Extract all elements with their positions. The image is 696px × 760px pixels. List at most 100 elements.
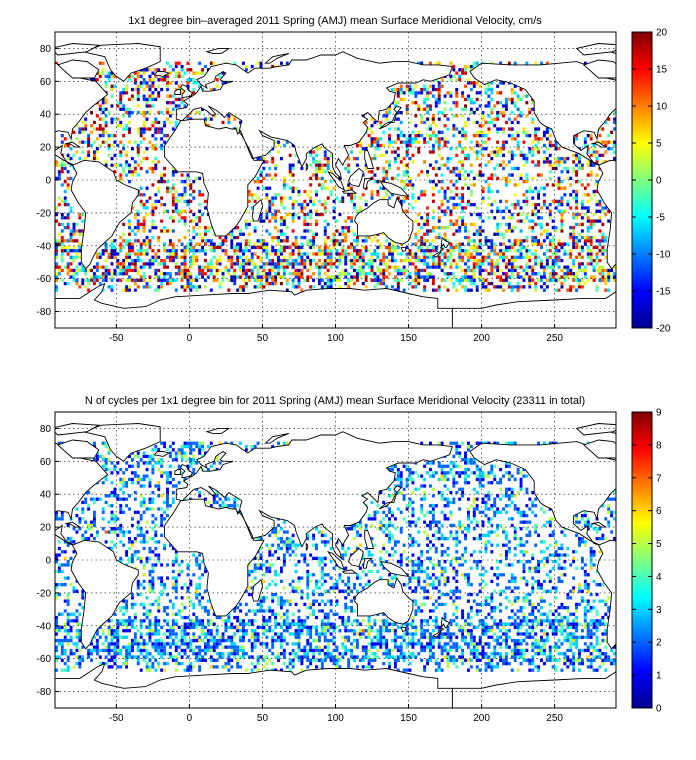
ireland-land (174, 89, 182, 95)
data-cell (411, 652, 415, 656)
data-cell (502, 278, 505, 282)
data-cell (414, 242, 418, 246)
data-cell (332, 278, 336, 282)
data-cell (534, 252, 538, 256)
data-cell (437, 91, 441, 95)
data-cell (315, 252, 318, 256)
data-cell (282, 265, 286, 269)
data-cell (221, 275, 225, 279)
data-cell (148, 668, 152, 672)
data-cell (233, 272, 237, 276)
data-cell (145, 262, 149, 266)
data-cell (393, 104, 397, 108)
data-cell (595, 252, 599, 256)
data-cell (66, 226, 70, 230)
data-cell (84, 278, 88, 282)
data-cell (405, 110, 409, 115)
data-cell (478, 226, 482, 230)
data-cell (297, 245, 301, 250)
data-cell (592, 222, 596, 227)
data-cell (247, 262, 251, 266)
data-cell (128, 180, 131, 184)
data-cell (285, 183, 289, 187)
data-cell (437, 84, 441, 88)
data-cell (455, 147, 459, 151)
data-cell (358, 206, 362, 210)
data-cell (297, 278, 301, 282)
data-cell (317, 635, 321, 639)
data-cell (554, 226, 558, 230)
data-cell (411, 87, 415, 92)
data-cell (522, 275, 526, 279)
data-cell (496, 635, 500, 639)
data-cell (72, 255, 76, 259)
data-cell (391, 655, 394, 659)
data-cell (607, 658, 611, 662)
data-cell (545, 137, 549, 141)
data-cell (393, 645, 397, 649)
data-cell (326, 156, 330, 161)
sumatra-land (327, 170, 346, 191)
data-cell (227, 258, 231, 263)
data-cell (168, 71, 172, 75)
data-cell (548, 655, 552, 659)
data-cell (274, 638, 278, 643)
data-cell (393, 632, 397, 636)
data-cell (519, 265, 523, 269)
data-cell (554, 272, 558, 276)
data-cell (104, 84, 108, 88)
data-cell (309, 242, 313, 246)
data-cell (142, 222, 146, 227)
data-cell (452, 101, 456, 105)
data-cell (472, 278, 476, 282)
data-cell (72, 153, 76, 157)
data-cell (75, 249, 79, 253)
data-cell (507, 239, 511, 243)
data-cell (189, 183, 193, 187)
data-cell (186, 203, 190, 207)
data-cell (469, 275, 473, 279)
data-cell (274, 216, 278, 220)
data-cell (174, 648, 178, 653)
data-cell (350, 278, 354, 282)
data-cell (233, 275, 237, 279)
data-cell (294, 629, 298, 633)
data-cell (247, 242, 251, 246)
data-cell (382, 170, 386, 174)
data-cell (399, 87, 403, 92)
data-cell (455, 278, 459, 282)
data-cell (282, 176, 286, 180)
data-cell (75, 272, 79, 276)
data-cell (145, 252, 149, 256)
data-cell (493, 199, 497, 204)
data-cell (592, 668, 596, 672)
data-cell (154, 645, 158, 649)
data-cell (578, 156, 581, 161)
data-cell (353, 258, 356, 263)
data-cell (198, 655, 202, 659)
data-cell (496, 252, 500, 256)
data-cell (95, 255, 99, 259)
data-cell (472, 150, 476, 154)
data-cell (110, 285, 114, 289)
data-cell (513, 166, 517, 171)
data-cell (285, 665, 289, 669)
data-cell (423, 665, 427, 669)
data-cell (148, 97, 152, 102)
data-cell (496, 652, 500, 656)
data-cell (531, 235, 535, 240)
data-cell (513, 61, 517, 65)
tasmania-land (400, 246, 407, 253)
data-cell (315, 232, 318, 236)
data-cell (116, 265, 120, 269)
data-cell (335, 258, 339, 263)
data-cell (177, 219, 181, 223)
data-cell (455, 153, 459, 157)
data-cell (230, 229, 234, 233)
data-cell (557, 176, 561, 180)
data-cell (507, 661, 511, 666)
data-cell (136, 239, 140, 243)
data-cell (540, 206, 543, 210)
data-cell (268, 281, 272, 286)
data-cell (195, 638, 199, 643)
